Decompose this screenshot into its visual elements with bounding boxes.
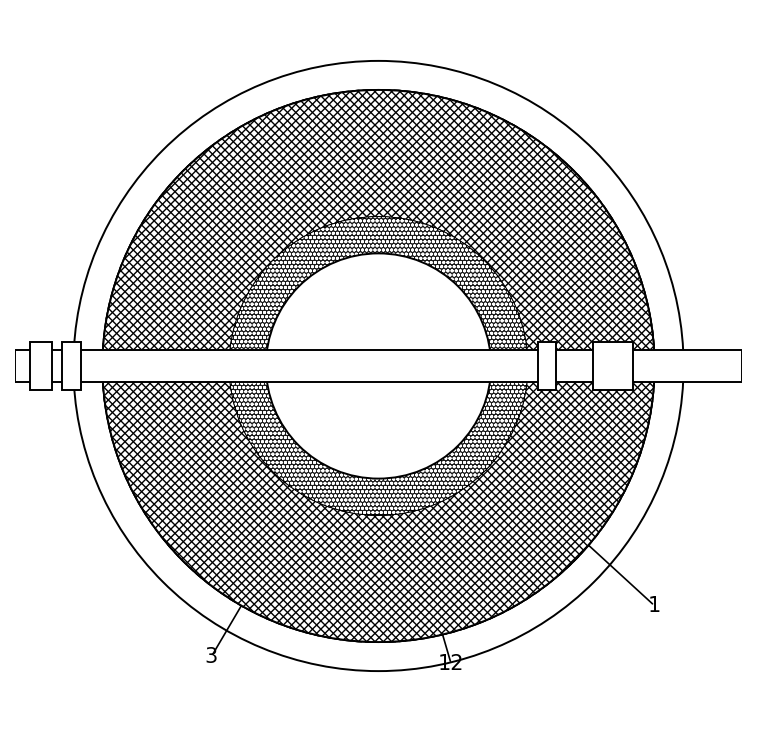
Text: 12: 12: [438, 654, 464, 674]
Bar: [63, 343, 81, 389]
Bar: [30, 343, 51, 389]
Bar: [538, 343, 556, 389]
Circle shape: [73, 61, 684, 671]
Circle shape: [102, 90, 655, 642]
Text: 2: 2: [386, 116, 400, 136]
Text: 3: 3: [205, 646, 218, 667]
Bar: [15, 350, 742, 382]
Bar: [593, 343, 633, 389]
Circle shape: [266, 253, 491, 479]
Text: 1: 1: [648, 596, 661, 616]
